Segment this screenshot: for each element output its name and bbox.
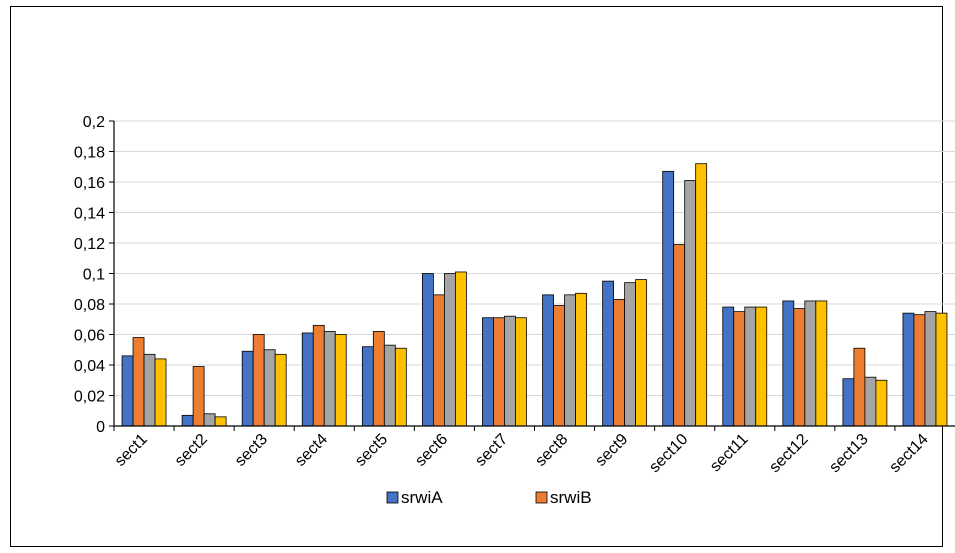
y-axis-ticks: 0 0,02 0,04 0,06 0,08 0,1 0,12 0,14 0,16 0,18 0,2 — [74, 114, 105, 436]
bar-sect14-series-4 — [935, 312, 948, 427]
bar-sect1-srwiB — [132, 337, 145, 427]
bar-sect2-series-3 — [203, 413, 216, 427]
x-tick-label: sect4 — [292, 431, 331, 470]
bar-sect13-series-4 — [875, 379, 888, 427]
x-tick-label: sect10 — [646, 431, 691, 476]
legend: srwiA srwiB — [386, 488, 592, 507]
x-tick-label: sect12 — [766, 431, 811, 476]
y-tick-label: 0,06 — [74, 328, 105, 345]
bar-sect4-series-4 — [334, 334, 347, 427]
x-tick-label: sect9 — [592, 431, 631, 470]
bar-sect5-series-4 — [394, 347, 407, 427]
bar-sect12-series-4 — [815, 300, 828, 427]
bar-sect4-series-3 — [323, 331, 336, 427]
bar-sect8-series-4 — [575, 292, 587, 427]
bar-sect14-srwiB — [913, 314, 926, 427]
bar-sect14-srwiA — [902, 312, 915, 427]
x-tick-label: sect13 — [826, 431, 871, 476]
x-tick-label: sect5 — [352, 431, 391, 470]
bar-sect11-series-3 — [744, 306, 757, 427]
bar-sect8-srwiA — [542, 294, 554, 427]
bar-sect8-srwiB — [553, 305, 565, 427]
bar-sect10-srwiA — [662, 170, 675, 427]
bar-sect12-srwiA — [782, 300, 795, 427]
bar-sect2-srwiB — [192, 366, 205, 427]
bar-sect14-series-3 — [924, 311, 937, 427]
x-tick-label: sect7 — [472, 431, 511, 470]
bar-sect13-series-3 — [864, 376, 877, 427]
bar-sect7-series-4 — [515, 317, 527, 427]
bar-sect4-srwiB — [312, 324, 325, 427]
bar-sect13-srwiB — [853, 347, 866, 427]
legend-label-srwiB: srwiB — [550, 488, 592, 507]
bar-sect6-series-4 — [454, 271, 467, 427]
bar-sect6-srwiB — [432, 294, 445, 427]
bar-sect12-series-3 — [804, 300, 817, 427]
bar-sect5-srwiB — [372, 331, 385, 427]
bar-sect8-series-3 — [564, 294, 576, 427]
bar-sect10-series-4 — [695, 163, 708, 427]
x-tick-label: sect6 — [412, 431, 451, 470]
y-tick-label: 0,02 — [74, 389, 105, 406]
y-tick-label: 0,14 — [74, 206, 105, 223]
bar-sect6-srwiA — [421, 273, 434, 427]
bar-sect11-srwiA — [722, 306, 735, 427]
x-tick-label: sect14 — [886, 431, 931, 476]
bar-sect5-srwiA — [361, 346, 374, 427]
x-tick-label: sect2 — [172, 431, 211, 470]
y-tick-label: 0,16 — [74, 175, 105, 192]
gridlines — [114, 120, 955, 396]
bar-sect3-series-4 — [274, 353, 287, 427]
bar-sect3-srwiB — [252, 334, 265, 427]
bar-sect9-series-3 — [624, 282, 637, 427]
bar-sect13-srwiA — [842, 378, 855, 427]
x-tick-label: sect1 — [112, 431, 151, 470]
bar-sect9-srwiA — [602, 280, 615, 427]
bar-sect11-srwiB — [733, 311, 746, 427]
bar-sect1-series-4 — [154, 358, 167, 427]
y-tick-label: 0 — [96, 419, 105, 436]
y-tick-label: 0,12 — [74, 236, 105, 253]
y-tick-label: 0,08 — [74, 297, 105, 314]
legend-swatch-srwiB — [535, 491, 548, 504]
x-tick-label: sect11 — [707, 431, 752, 476]
chart-frame — [10, 6, 943, 547]
x-tick-label: sect3 — [232, 431, 271, 470]
legend-label-srwiA: srwiA — [401, 488, 443, 507]
y-tick-label: 0,1 — [83, 267, 105, 284]
x-tick-label: sect8 — [532, 431, 571, 470]
bar-sect10-series-3 — [684, 180, 697, 427]
legend-swatch-srwiA — [386, 491, 399, 504]
bar-sect7-series-3 — [504, 315, 516, 427]
bar-sect2-series-4 — [214, 416, 227, 427]
bar-sect9-srwiB — [613, 299, 626, 427]
bar-sect6-series-3 — [443, 273, 456, 427]
bar-sect3-series-3 — [263, 349, 276, 427]
y-tick-label: 0,04 — [74, 358, 105, 375]
bar-sect3-srwiA — [241, 350, 254, 427]
bar-sect10-srwiB — [673, 244, 686, 427]
bar-sect7-srwiA — [482, 317, 494, 427]
bar-sect1-srwiA — [121, 355, 134, 427]
bar-sect4-srwiA — [301, 332, 314, 427]
bar-sect12-srwiB — [793, 308, 806, 427]
bar-sect5-series-3 — [383, 344, 396, 427]
bar-sect1-series-3 — [143, 353, 156, 427]
bar-sect2-srwiA — [181, 414, 194, 427]
x-axis-ticks: sect1 sect2 sect3 sect4 sect5 sect6 sect7 sect8… — [112, 431, 932, 476]
bar-sect9-series-4 — [635, 279, 648, 427]
bar-sect11-series-4 — [755, 306, 768, 427]
y-tick-label: 0,2 — [83, 114, 105, 131]
y-tick-label: 0,18 — [74, 145, 105, 162]
bars — [121, 163, 948, 427]
axes — [109, 120, 955, 431]
bar-sect7-srwiB — [493, 317, 505, 427]
